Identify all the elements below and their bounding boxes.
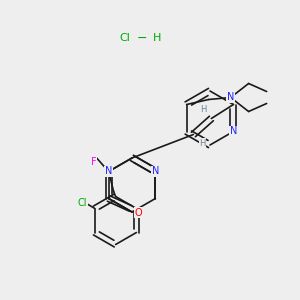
- Text: N: N: [152, 167, 159, 176]
- Text: Cl: Cl: [78, 199, 88, 208]
- Text: H: H: [199, 139, 206, 148]
- Text: O: O: [135, 208, 142, 218]
- Text: Cl: Cl: [120, 33, 130, 43]
- Text: −: −: [137, 32, 147, 44]
- Text: F: F: [91, 157, 97, 167]
- Text: H: H: [153, 33, 161, 43]
- Text: N: N: [105, 167, 112, 176]
- Text: N: N: [227, 92, 234, 103]
- Text: N: N: [230, 127, 237, 136]
- Text: H: H: [200, 105, 207, 114]
